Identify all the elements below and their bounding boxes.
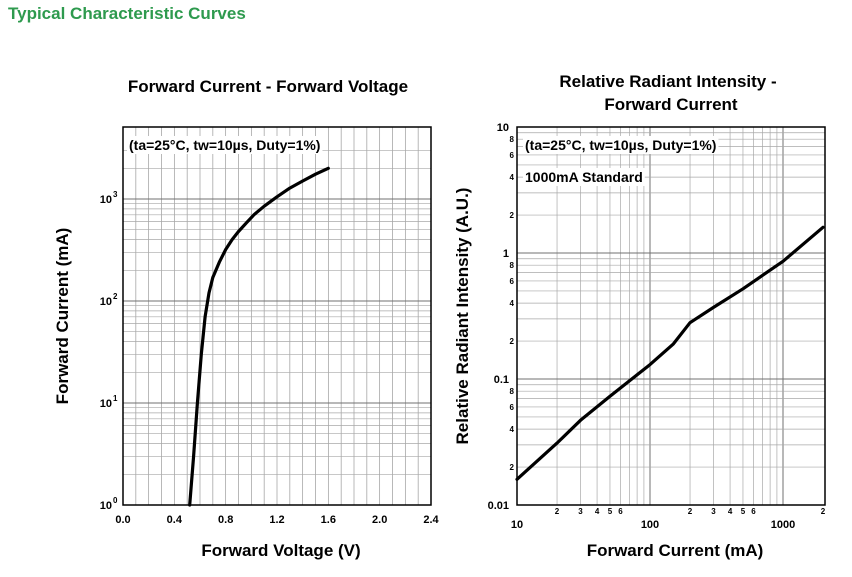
chart2-y-tick-label: 2 (510, 337, 515, 346)
chart1-y-tick-base: 10 (100, 296, 112, 308)
chart1-y-tick-exponent: 1 (113, 394, 118, 403)
chart1-y-tick-exponent: 0 (113, 496, 118, 505)
chart1-x-tick-label: 2.0 (372, 514, 387, 526)
chart1-x-tick-label: 1.2 (269, 514, 284, 526)
chart2-x-tick-label: 100 (641, 519, 659, 531)
chart1-x-tick-labels: 0.0 0.4 0.8 1.2 1.6 2.0 2.4 (115, 514, 439, 526)
chart2-series-line (515, 225, 825, 481)
chart1-y-tick-base: 10 (100, 398, 112, 410)
chart2-y-tick-label: 6 (510, 277, 515, 286)
chart2-y-tick-label: 4 (510, 425, 515, 434)
annotation-backing (523, 168, 645, 186)
chart2-plot-frame (516, 126, 826, 506)
chart2-title-line2: Forward Current (604, 95, 738, 114)
chart2-x-tick-label: 3 (578, 507, 583, 516)
chart1-x-tick-label: 1.6 (321, 514, 336, 526)
chart2-x-tick-label: 10 (511, 519, 523, 531)
chart2-annotation: (ta=25°C, tw=10µs, Duty=1%) (525, 137, 716, 153)
chart1-y-tick-exponent: 3 (113, 190, 118, 199)
chart1-y-tick-base: 10 (100, 500, 112, 512)
chart2-standard-note: 1000mA Standard (525, 169, 643, 185)
chart2-y-axis-label: Relative Radiant Intensity (A.U.) (453, 188, 472, 445)
chart2-y-tick-label: 8 (510, 387, 515, 396)
chart1-x-axis-label: Forward Voltage (V) (201, 541, 360, 560)
chart2-y-tick-label: 8 (510, 261, 515, 270)
chart2-y-tick-label: 10 (497, 122, 509, 134)
chart1-x-tick-label: 0.8 (218, 514, 233, 526)
chart2-y-tick-label: 6 (510, 403, 515, 412)
chart1-x-tick-label: 0.4 (167, 514, 183, 526)
chart1-y-tick-base: 10 (100, 194, 112, 206)
chart2-x-tick-label: 4 (728, 507, 733, 516)
chart2-y-tick-label: 4 (510, 173, 515, 182)
chart1-grid (123, 127, 431, 505)
chart2-x-tick-label: 5 (608, 507, 613, 516)
chart1-title: Forward Current - Forward Voltage (128, 77, 408, 96)
chart2-x-tick-label: 6 (751, 507, 756, 516)
annotation-backing (127, 136, 323, 154)
chart2-x-tick-label: 3 (711, 507, 716, 516)
chart1-annotation: (ta=25°C, tw=10µs, Duty=1%) (129, 137, 320, 153)
chart1-y-axis-label: Forward Current (mA) (53, 228, 72, 405)
chart2-y-tick-label: 4 (510, 299, 515, 308)
chart2-title-line1: Relative Radiant Intensity - (559, 72, 776, 91)
chart2-x-tick-label: 2 (688, 507, 693, 516)
chart2-y-tick-label: 0.1 (494, 374, 509, 386)
chart2-x-axis-label: Forward Current (mA) (587, 541, 764, 560)
chart2-x-tick-label: 2 (821, 507, 826, 516)
chart2-x-tick-label: 5 (741, 507, 746, 516)
chart2-y-tick-label: 2 (510, 463, 515, 472)
page-heading: Typical Characteristic Curves (8, 4, 246, 23)
chart1-x-tick-label: 2.4 (423, 514, 439, 526)
chart1-x-tick-label: 0.0 (115, 514, 130, 526)
chart2-y-tick-label: 1 (503, 248, 509, 260)
chart2-x-tick-label: 2 (555, 507, 560, 516)
chart1-plot-frame (122, 126, 432, 506)
chart2-y-tick-label: 2 (510, 211, 515, 220)
chart2-y-tick-label: 6 (510, 151, 515, 160)
chart2-x-tick-label: 6 (618, 507, 623, 516)
chart2-y-tick-label: 8 (510, 135, 515, 144)
chart1-series-line (188, 166, 330, 507)
annotation-backing (523, 136, 719, 154)
chart2-x-tick-label: 1000 (771, 519, 795, 531)
chart1-y-tick-exponent: 2 (113, 292, 118, 301)
chart2-y-tick-label: 0.01 (488, 500, 509, 512)
chart2-x-tick-label: 4 (595, 507, 600, 516)
